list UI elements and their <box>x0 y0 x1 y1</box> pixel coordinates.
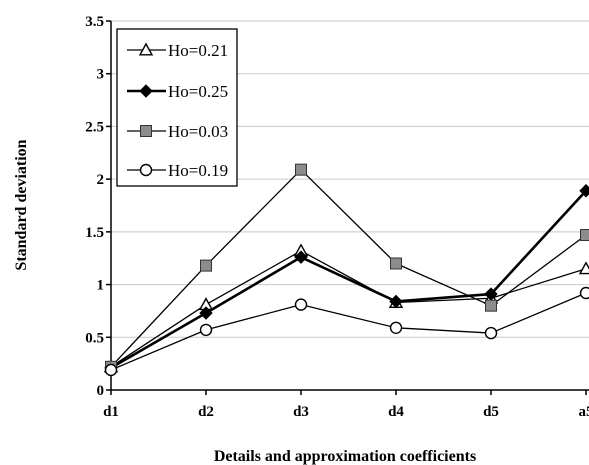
data-point <box>579 184 589 198</box>
legend-entry: Ho=0.19 <box>127 161 228 180</box>
y-axis-title: Standard deviation <box>13 139 30 270</box>
series-line <box>110 292 587 371</box>
y-tick-label: 0.5 <box>85 330 104 346</box>
data-point <box>390 257 402 270</box>
y-tick-label: 3 <box>97 67 105 83</box>
data-point <box>199 306 213 320</box>
x-tick-label: a5 <box>579 404 589 420</box>
legend-entry: Ho=0.21 <box>127 41 228 60</box>
series-line <box>110 189 587 369</box>
x-tick-label: d2 <box>198 404 214 420</box>
series-2 <box>104 184 589 375</box>
legend-entry: Ho=0.03 <box>127 122 228 141</box>
data-point <box>295 163 307 176</box>
x-tick-labels: d1 d2 d3 d4 d5 a5 <box>103 390 589 420</box>
axes <box>110 21 589 391</box>
series-4 <box>104 286 589 377</box>
data-point <box>484 326 498 340</box>
legend-entry: Ho=0.25 <box>127 82 228 101</box>
data-point <box>579 286 589 300</box>
series-1 <box>103 243 589 373</box>
y-tick-label: 2.5 <box>85 119 104 135</box>
data-point <box>200 259 212 272</box>
data-point <box>104 363 118 377</box>
series-group <box>103 163 589 377</box>
legend-marker <box>138 42 154 56</box>
y-tick-label: 3.5 <box>85 14 104 30</box>
data-point <box>485 299 497 312</box>
data-point <box>580 229 589 242</box>
y-tick-label: 1.5 <box>85 225 104 241</box>
x-axis-title: Details and approximation coefficients <box>214 448 476 465</box>
legend-label: Ho=0.03 <box>168 122 228 141</box>
y-tick-label: 0 <box>97 383 105 399</box>
x-tick-label: d5 <box>483 404 499 420</box>
series-line <box>110 169 587 368</box>
data-point <box>294 250 308 264</box>
legend-label: Ho=0.19 <box>168 161 228 180</box>
y-tick-label: 1 <box>97 278 105 294</box>
y-tick-label: 2 <box>97 172 105 188</box>
legend-marker <box>140 125 152 137</box>
legend-label: Ho=0.25 <box>168 82 228 101</box>
legend-box <box>116 28 238 187</box>
legend: Ho=0.21 Ho=0.25 Ho=0.03 Ho=0.19 <box>116 28 238 187</box>
data-point <box>578 261 589 275</box>
y-tick-labels: 0 0.5 1 1.5 2 2.5 3 3.5 <box>85 14 111 399</box>
x-tick-label: d1 <box>103 404 119 420</box>
data-point <box>294 298 308 311</box>
x-tick-label: d4 <box>388 404 404 420</box>
data-point <box>199 323 213 337</box>
legend-label: Ho=0.21 <box>168 41 228 60</box>
legend-marker <box>139 163 153 177</box>
legend-marker <box>139 84 153 98</box>
data-point <box>389 321 403 334</box>
data-point <box>389 294 403 309</box>
x-tick-label: d3 <box>293 404 309 420</box>
